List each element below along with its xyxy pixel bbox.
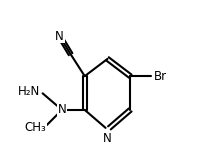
Text: N: N xyxy=(55,30,64,43)
Text: N: N xyxy=(58,103,66,116)
Text: Br: Br xyxy=(154,70,167,83)
Text: CH₃: CH₃ xyxy=(25,121,46,134)
Text: H₂N: H₂N xyxy=(18,85,40,97)
Text: N: N xyxy=(103,132,112,145)
